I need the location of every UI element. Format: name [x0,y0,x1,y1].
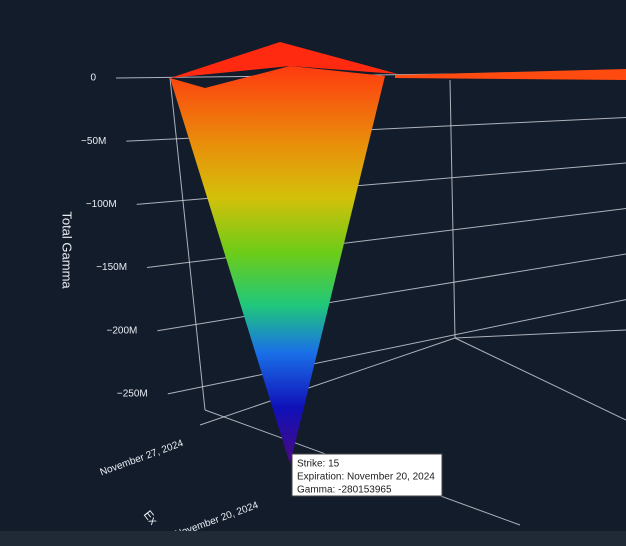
surface-cone [170,66,385,464]
floor-edge [454,337,626,421]
z-axis-line [169,77,206,411]
z-tick-label: 0 [90,73,96,84]
grid-line [167,299,626,395]
tooltip-line: Expiration: November 20, 2024 [297,472,435,483]
z-tick-label: −50M [81,136,106,147]
tooltip-box [291,453,443,497]
surface-peak [170,42,398,78]
tooltip-line: Strike: 15 [297,459,340,470]
y-axis-title: Ex [141,508,161,528]
z-tick-label: −100M [86,199,117,210]
back-edge [449,79,456,339]
z-tick-label: −150M [96,262,127,273]
surface-ridge [395,69,626,80]
tooltip: Strike: 15 Expiration: November 20, 2024… [291,453,443,497]
z-tick-label: −200M [107,325,138,336]
bottom-bar [0,531,626,546]
y-tick-label: November 27, 2024 [99,438,186,479]
floor-edge [199,337,456,426]
z-axis-title: Total Gamma [60,211,75,289]
back-edge [454,329,626,339]
grid-line [157,253,626,332]
labels: 0 −50M −100M −150M −200M −250M [81,73,148,400]
surface [170,66,385,464]
z-tick-label: −250M [117,389,148,400]
tooltip-line: Gamma: -280153965 [297,485,392,496]
